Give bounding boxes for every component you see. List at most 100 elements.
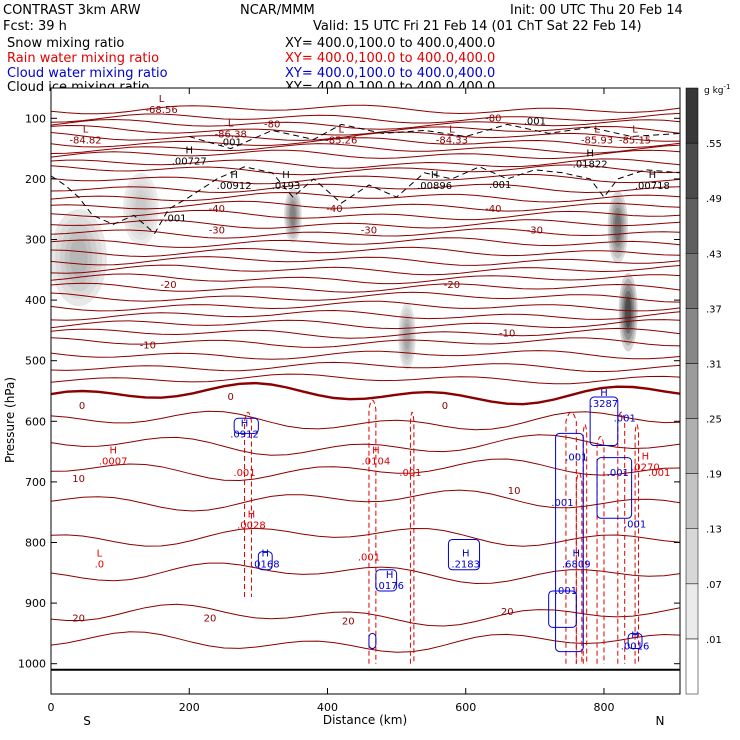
contour-label: .001 — [220, 138, 242, 149]
contour-label: .001 — [399, 468, 421, 479]
contour-label: .001 — [648, 468, 670, 479]
temperature-contour — [51, 131, 680, 142]
cloud-water-contour — [257, 551, 273, 571]
temperature-label: 10 — [72, 474, 85, 485]
temperature-label: -80 — [264, 119, 280, 130]
temperature-label: 20 — [204, 613, 217, 624]
extremum-value: .0016 — [621, 641, 650, 652]
temperature-contour — [51, 264, 680, 276]
temperature-contour — [51, 112, 680, 124]
temperature-label: -80 — [485, 113, 501, 124]
contour-label: .001 — [565, 453, 587, 464]
extremum-value: .3287 — [590, 399, 619, 410]
colorbar-swatch — [685, 473, 699, 529]
colorbar-swatch — [685, 197, 699, 254]
extremum-marker: H — [248, 509, 256, 520]
temperature-contour — [51, 173, 680, 185]
extremum-marker: H — [600, 388, 608, 399]
contour-label: .001 — [555, 586, 577, 597]
temperature-contour — [51, 118, 680, 130]
temperature-contour — [51, 158, 680, 169]
snow-shading — [290, 204, 296, 227]
temperature-contour — [51, 327, 680, 339]
x-tick-label: 200 — [179, 701, 200, 714]
y-tick-label: 400 — [25, 294, 46, 307]
rain-water-contour — [575, 472, 583, 664]
y-tick-label: 900 — [25, 597, 46, 610]
colorbar-label: .25 — [706, 415, 722, 426]
extremum-value: .0007 — [99, 457, 128, 468]
contour-label: .001 — [489, 180, 511, 191]
field-xy-snow: XY= 400.0,100.0 to 400.0,400.0 — [285, 36, 496, 51]
center-label: NCAR/MMM — [240, 3, 315, 18]
temperature-label: 0 — [442, 401, 448, 412]
temperature-label: 20 — [72, 613, 85, 624]
extremum-marker: L — [632, 124, 638, 135]
y-tick-label: 200 — [25, 173, 46, 186]
temperature-contour — [51, 458, 680, 482]
x-end-label-north: N — [656, 714, 665, 728]
extremum-value: .0912 — [230, 429, 259, 440]
contour-label: .001 — [358, 553, 380, 564]
colorbar-label: .01 — [706, 635, 722, 646]
colorbar-label: .37 — [706, 304, 722, 315]
colorbar-label: .07 — [706, 580, 722, 591]
cloud-water-contour — [555, 432, 584, 653]
snow-shading — [69, 238, 88, 278]
rain-water-contour — [565, 411, 577, 664]
plot-area — [51, 88, 680, 694]
temperature-label: -30 — [209, 225, 225, 236]
extremum-value: -85.15 — [619, 135, 651, 146]
extremum-marker: H — [573, 549, 581, 560]
extremum-marker: L — [83, 124, 89, 135]
temperature-label: -20 — [444, 280, 460, 291]
temperature-contour — [51, 164, 680, 176]
extremum-marker: H — [241, 418, 249, 429]
forecast-hour: Fcst: 39 h — [3, 19, 67, 34]
temperature-contour — [51, 282, 680, 293]
extremum-value: .0 — [95, 560, 105, 571]
temperature-contour — [51, 309, 680, 321]
rain-water-contour — [368, 399, 377, 664]
cloud-water-contour — [447, 538, 481, 571]
extremum-value: -85.93 — [581, 135, 613, 146]
temperature-contour — [51, 183, 680, 194]
rain-water-contour — [244, 411, 252, 598]
valid-time: Valid: 15 UTC Fri 21 Feb 14 (01 ChT Sat … — [313, 19, 642, 34]
temperature-contour — [51, 246, 680, 258]
field-label-cloud-water: Cloud water mixing ratio — [7, 66, 168, 81]
rain-water-contour — [582, 423, 588, 664]
temperature-contour — [51, 219, 680, 229]
extremum-marker: L — [159, 94, 165, 105]
x-tick-label: 600 — [455, 701, 476, 714]
extremum-marker: H — [230, 170, 238, 181]
model-title: CONTRAST 3km ARW — [3, 3, 141, 18]
extremum-marker: L — [449, 124, 455, 135]
temperature-label: 0 — [228, 392, 234, 403]
temperature-contour — [51, 631, 680, 653]
contour-label: .001 — [624, 519, 646, 530]
temperature-label: 20 — [501, 607, 514, 618]
y-tick-label: 500 — [25, 355, 46, 368]
temperature-contour — [51, 256, 680, 266]
extremum-value: .6809 — [562, 560, 591, 571]
colorbar-swatch — [685, 142, 699, 199]
temperature-contour — [51, 273, 680, 285]
extremum-marker: H — [185, 146, 193, 157]
x-end-label-south: S — [83, 714, 91, 728]
extremum-value: -85.26 — [325, 135, 357, 146]
colorbar-label: .49 — [706, 194, 722, 205]
temperature-contour — [51, 434, 680, 456]
temperature-label: 0 — [79, 401, 85, 412]
extremum-marker: L — [228, 118, 234, 129]
temperature-contour — [51, 489, 680, 512]
extremum-value: .0168 — [251, 560, 280, 571]
cloud-water-contour — [548, 590, 577, 628]
temperature-label: -20 — [160, 280, 176, 291]
temperature-contour — [51, 104, 680, 115]
colorbar-swatch — [685, 638, 699, 695]
extremum-value: -84.33 — [436, 135, 468, 146]
temperature-contour — [51, 149, 680, 160]
extremum-marker: H — [642, 452, 650, 463]
y-tick-label: 100 — [25, 112, 46, 125]
